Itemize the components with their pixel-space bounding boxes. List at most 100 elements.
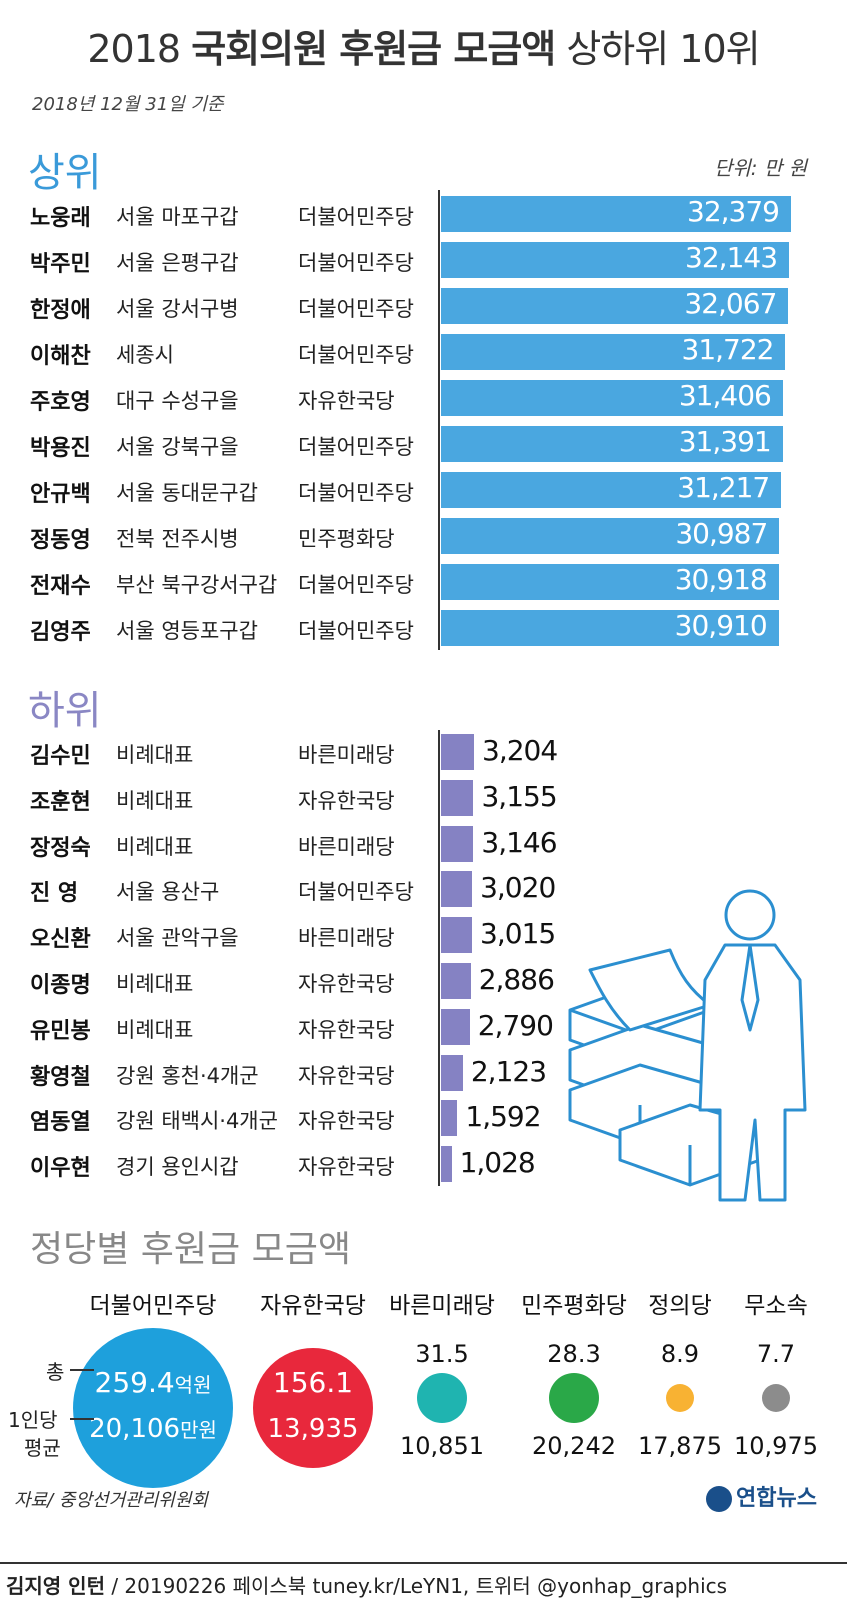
member-party: 더불어민주당	[298, 573, 414, 597]
member-district: 비례대표	[116, 972, 194, 996]
top-row: 한정애 서울 강서구병 더불어민주당 32,067	[0, 284, 847, 330]
bar-value-label: 1,592	[465, 1100, 541, 1134]
bar-value-label: 3,020	[480, 871, 556, 905]
member-district: 서울 은평구갑	[116, 251, 239, 275]
member-district: 부산 북구강서구갑	[116, 573, 278, 597]
bar-value-label: 3,204	[482, 734, 558, 767]
credit-author: 김지영 인턴	[6, 1574, 105, 1598]
top-bar	[441, 426, 783, 462]
party-bubble	[73, 1328, 233, 1488]
party-avg-value: 10,975	[734, 1432, 818, 1460]
top-bar	[441, 380, 783, 416]
logo-text: 연합뉴스	[736, 1486, 817, 1511]
member-district: 비례대표	[116, 788, 194, 813]
member-party: 자유한국당	[298, 972, 395, 996]
party-avg: 20,106만원	[73, 1414, 233, 1444]
member-party: 자유한국당	[298, 1109, 395, 1134]
yonhap-logo: 연합뉴스	[706, 1480, 817, 1512]
party-name-label: 자유한국당	[260, 1293, 366, 1319]
bot-row: 황영철 강원 홍천·4개군 자유한국당 2,123	[0, 1051, 847, 1097]
legend-avg-line	[70, 1418, 94, 1420]
member-party: 자유한국당	[298, 1155, 395, 1180]
party-name-label: 더불어민주당	[89, 1293, 217, 1319]
bar-value-label: 3,155	[481, 779, 557, 813]
member-district: 서울 마포구갑	[116, 205, 239, 229]
party-bubble	[666, 1384, 694, 1412]
member-district: 강원 홍천·4개군	[116, 1063, 259, 1088]
member-name: 진 영	[30, 881, 79, 907]
party-avg-value: 20,106	[89, 1414, 181, 1444]
bot-row: 유민봉 비례대표 자유한국당 2,790	[0, 1005, 847, 1051]
party-bubble	[253, 1348, 373, 1468]
member-party: 더불어민주당	[298, 297, 414, 321]
party-total-value: 8.9	[660, 1340, 700, 1368]
member-name: 안규백	[30, 482, 91, 507]
bot-bar	[441, 1146, 452, 1183]
member-party: 자유한국당	[298, 1063, 395, 1088]
member-party: 더불어민주당	[298, 481, 414, 505]
member-name: 이우현	[30, 1156, 91, 1182]
bot-bar	[441, 871, 473, 908]
member-name: 정동영	[30, 528, 91, 553]
top-bar	[441, 334, 786, 370]
bottom-axis-line	[438, 730, 440, 1186]
member-district: 서울 영등포구갑	[116, 619, 258, 643]
top-bar	[441, 518, 780, 554]
member-party: 더불어민주당	[298, 205, 414, 229]
top-bar	[441, 288, 789, 324]
top-row: 노웅래 서울 마포구갑 더불어민주당 32,379	[0, 192, 847, 238]
party-avg-value: 20,242	[532, 1432, 616, 1460]
bot-row: 염동열 강원 태백시·4개군 자유한국당 1,592	[0, 1096, 847, 1142]
party-avg-value: 17,875	[638, 1432, 722, 1460]
bar-value-label: 3,146	[481, 825, 557, 859]
party-bubble	[417, 1373, 467, 1423]
credit-details: / 20190226 페이스북 tuney.kr/LeYN1, 트위터 @yon…	[104, 1574, 728, 1598]
bot-bar	[441, 779, 474, 816]
member-name: 박용진	[30, 436, 91, 461]
bot-row: 진 영 서울 용산구 더불어민주당 3,020	[0, 867, 847, 913]
member-district: 서울 강북구을	[116, 435, 239, 459]
unit-label: 단위: 만 원	[713, 156, 807, 180]
member-district: 비례대표	[116, 1017, 194, 1042]
member-party: 더불어민주당	[298, 343, 414, 367]
top-bar	[441, 242, 790, 278]
member-name: 김영주	[30, 620, 91, 645]
title-year: 2018	[87, 27, 181, 71]
bar-value-label: 2,790	[477, 1008, 554, 1042]
bot-bar	[441, 825, 474, 862]
legend-total-label: 총	[46, 1360, 65, 1384]
party-total-value: 156.1	[272, 1366, 354, 1399]
member-name: 장정숙	[30, 835, 91, 861]
bot-bar	[441, 1054, 463, 1091]
party-name-label: 민주평화당	[521, 1293, 627, 1319]
title-bold: 국회의원 후원금 모금액	[191, 27, 556, 71]
member-district: 서울 관악구을	[116, 926, 239, 951]
party-bubble	[762, 1384, 790, 1412]
bar-value-label: 2,123	[470, 1054, 547, 1088]
member-district: 강원 태백시·4개군	[116, 1109, 278, 1134]
member-name: 주호영	[30, 390, 91, 415]
bar-value-label: 32,143	[685, 241, 778, 274]
party-avg-value: 10,851	[400, 1432, 484, 1460]
member-party: 더불어민주당	[298, 251, 414, 275]
party-total-value: 28.3	[547, 1340, 601, 1368]
member-name: 전재수	[30, 574, 91, 599]
member-party: 더불어민주당	[298, 435, 414, 459]
party-total-value: 31.5	[415, 1340, 469, 1368]
section-top-title: 상위	[28, 150, 102, 196]
member-party: 자유한국당	[298, 788, 395, 813]
member-party: 바른미래당	[298, 926, 395, 951]
bot-row: 이종명 비례대표 자유한국당 2,886	[0, 959, 847, 1005]
logo-mark-icon	[706, 1486, 732, 1512]
top-row: 김영주 서울 영등포구갑 더불어민주당 30,910	[0, 606, 847, 652]
party-name-label: 바른미래당	[389, 1293, 495, 1319]
top-row: 주호영 대구 수성구을 자유한국당 31,406	[0, 376, 847, 422]
bar-value-label: 30,910	[674, 609, 768, 642]
top-row: 정동영 전북 전주시병 민주평화당 30,987	[0, 514, 847, 560]
bot-bar	[441, 1100, 458, 1137]
top-bar	[441, 196, 791, 232]
member-district: 세종시	[116, 343, 174, 367]
party-total: 259.4억원	[73, 1366, 233, 1399]
party-avg: 13,935	[233, 1414, 393, 1444]
bot-row: 장정숙 비례대표 바른미래당 3,146	[0, 822, 847, 868]
